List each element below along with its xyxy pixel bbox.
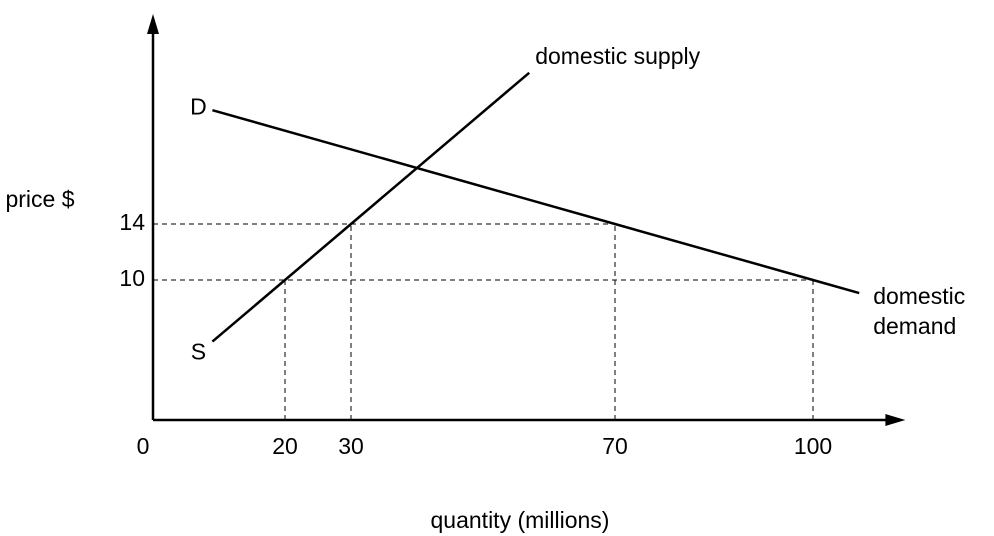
x-tick-label: 70 xyxy=(602,433,628,459)
x-tick-label: 30 xyxy=(338,433,364,459)
y-tick-label: 14 xyxy=(119,209,145,235)
x-axis-label: quantity (millions) xyxy=(430,507,610,533)
series-line xyxy=(212,108,860,295)
y-axis-arrow xyxy=(147,14,159,34)
x-tick-label: 100 xyxy=(794,433,832,459)
y-tick-label: 10 xyxy=(119,265,145,291)
x-tick-label: 20 xyxy=(272,433,298,459)
series-line xyxy=(211,71,531,343)
x-axis-arrow xyxy=(885,414,906,426)
end-label: S xyxy=(191,339,206,365)
x-tick-label: 0 xyxy=(137,433,150,459)
end-label: D xyxy=(190,93,207,119)
series-label: domestic demand xyxy=(873,283,966,340)
y-axis-label: price $ xyxy=(5,186,75,212)
series-label: domestic supply xyxy=(535,42,701,69)
